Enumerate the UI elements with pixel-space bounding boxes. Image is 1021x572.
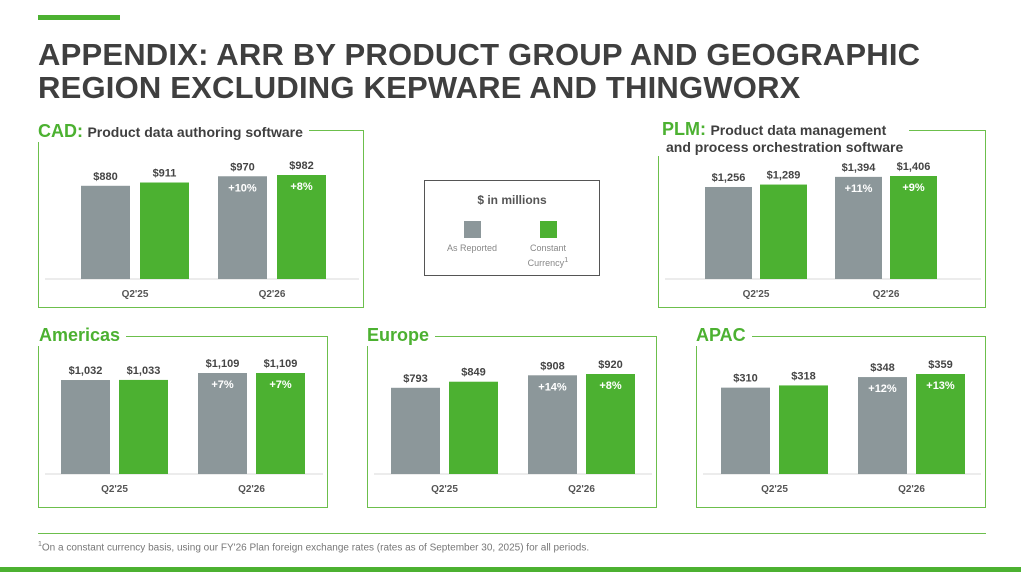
europe-bar-constant-currency-0 [449, 381, 498, 474]
apac-value-label: $318 [791, 370, 815, 382]
plm-bar-constant-currency-0 [760, 184, 807, 279]
plm-subtitle-line2: and process orchestration software [666, 139, 904, 155]
cad-growth-label: +8% [290, 181, 313, 193]
americas-growth-label: +7% [269, 379, 292, 391]
cad-title: CAD: [38, 121, 83, 141]
cad-panel: $880 $911 Q2'25 $970 +10% $982 +8% Q2'26 [38, 130, 364, 308]
cad-value-label: $970 [230, 161, 254, 173]
apac-chart: $310 $318 Q2'25 $348 +12% $359 +13% Q2'26 [703, 359, 981, 495]
americas-category-label: Q2'26 [238, 484, 265, 495]
cad-bar-as-reported-0 [81, 185, 130, 279]
plm-panel-header: PLM: Product data management and process… [658, 119, 910, 156]
americas-category-label: Q2'25 [101, 484, 128, 495]
legend-title: $ in millions [477, 193, 547, 207]
plm-bar-constant-currency-1 [890, 176, 937, 279]
footnote-text: On a constant currency basis, using our … [41, 542, 590, 554]
plm-value-label: $1,289 [767, 170, 801, 182]
cad-category-label: Q2'26 [259, 289, 286, 300]
europe-category-label: Q2'26 [568, 484, 595, 495]
cad-subtitle: Product data authoring software [87, 124, 303, 140]
apac-bar-constant-currency-1 [916, 374, 965, 474]
footnote-marker: 1 [38, 541, 42, 548]
americas-value-label: $1,032 [69, 365, 103, 377]
apac-category-label: Q2'25 [761, 484, 788, 495]
europe-panel-header: Europe [363, 325, 436, 346]
europe-value-label: $849 [461, 367, 485, 379]
apac-bar-constant-currency-0 [779, 385, 828, 474]
americas-bar-constant-currency-0 [119, 379, 168, 474]
footnote-divider [38, 533, 986, 534]
top-accent-bar [38, 15, 120, 20]
apac-growth-label: +13% [926, 380, 955, 392]
americas-value-label: $1,033 [127, 365, 161, 377]
plm-subtitle-line1: Product data management [710, 122, 887, 138]
plm-value-label: $1,406 [897, 161, 931, 173]
plm-chart: $1,256 $1,289 Q2'25 $1,394 +11% $1,406 +9% Q2'2… [665, 161, 981, 300]
americas-panel: $1,032 $1,033 Q2'25 $1,109 +7% $1,109 +7% Q2'26 [38, 336, 328, 508]
apac-title: APAC [696, 325, 746, 345]
footnote: 1On a constant currency basis, using our… [38, 541, 589, 553]
europe-category-label: Q2'25 [431, 484, 458, 495]
americas-value-label: $1,109 [206, 358, 240, 370]
plm-growth-label: +9% [902, 182, 925, 194]
plm-value-label: $1,256 [712, 172, 746, 184]
cad-growth-label: +10% [228, 182, 257, 194]
americas-panel-header: Americas [35, 325, 127, 346]
apac-bar-as-reported-1 [858, 377, 907, 474]
europe-value-label: $908 [540, 360, 564, 372]
europe-bar-constant-currency-1 [586, 374, 635, 474]
europe-value-label: $920 [598, 359, 622, 371]
cad-panel-header: CAD: Product data authoring software [34, 121, 309, 142]
cad-value-label: $982 [289, 160, 313, 172]
plm-value-label: $1,394 [842, 162, 877, 174]
apac-value-label: $348 [870, 362, 894, 374]
legend: $ in millions As Reported Constant Curre… [424, 180, 600, 276]
americas-bar-as-reported-1 [198, 373, 247, 474]
apac-value-label: $310 [733, 373, 757, 385]
americas-title: Americas [39, 325, 121, 345]
americas-value-label: $1,109 [264, 358, 298, 370]
plm-growth-label: +11% [845, 183, 873, 195]
apac-category-label: Q2'26 [898, 484, 925, 495]
cad-bar-constant-currency-0 [140, 182, 189, 279]
plm-panel: $1,256 $1,289 Q2'25 $1,394 +11% $1,406 +9% Q2'2… [658, 130, 986, 308]
plm-bar-as-reported-0 [705, 186, 752, 279]
legend-label-constant-currency: Constant Currency1 [513, 243, 583, 269]
plm-bar-as-reported-1 [835, 176, 882, 279]
cad-category-label: Q2'25 [122, 289, 149, 300]
cad-chart: $880 $911 Q2'25 $970 +10% $982 +8% Q2'26 [45, 160, 359, 300]
europe-chart: $793 $849 Q2'25 $908 +14% $920 +8% Q2'26 [374, 359, 652, 495]
europe-value-label: $793 [403, 373, 427, 385]
cad-bar-as-reported-1 [218, 176, 267, 279]
americas-bar-as-reported-0 [61, 380, 110, 474]
apac-panel: $310 $318 Q2'25 $348 +12% $359 +13% Q2'26 [696, 336, 986, 508]
europe-bar-as-reported-0 [391, 387, 440, 474]
page-title: APPENDIX: ARR BY PRODUCT GROUP AND GEOGR… [38, 37, 921, 105]
plm-title: PLM: [662, 119, 706, 139]
europe-growth-label: +14% [538, 381, 567, 393]
apac-value-label: $359 [928, 359, 952, 371]
plm-category-label: Q2'26 [873, 289, 900, 300]
apac-growth-label: +12% [868, 383, 897, 395]
legend-label-constant-currency-text: Constant Currency [527, 243, 567, 268]
cad-value-label: $911 [153, 168, 177, 180]
americas-bar-constant-currency-1 [256, 373, 305, 474]
americas-growth-label: +7% [211, 379, 234, 391]
legend-swatch-constant-currency [540, 221, 557, 238]
europe-bar-as-reported-1 [528, 375, 577, 474]
bottom-accent-bar [0, 567, 1021, 572]
legend-label-as-reported: As Reported [446, 243, 498, 253]
cad-bar-constant-currency-1 [277, 175, 326, 279]
cad-value-label: $880 [93, 171, 117, 183]
plm-category-label: Q2'25 [743, 289, 770, 300]
europe-growth-label: +8% [599, 380, 622, 392]
legend-footnote-marker: 1 [564, 255, 569, 264]
apac-panel-header: APAC [692, 325, 752, 346]
americas-chart: $1,032 $1,033 Q2'25 $1,109 +7% $1,109 +7% Q2'26 [45, 358, 323, 495]
europe-title: Europe [367, 325, 430, 345]
legend-swatch-as-reported [464, 221, 481, 238]
apac-bar-as-reported-0 [721, 387, 770, 474]
europe-panel: $793 $849 Q2'25 $908 +14% $920 +8% Q2'26 [367, 336, 657, 508]
